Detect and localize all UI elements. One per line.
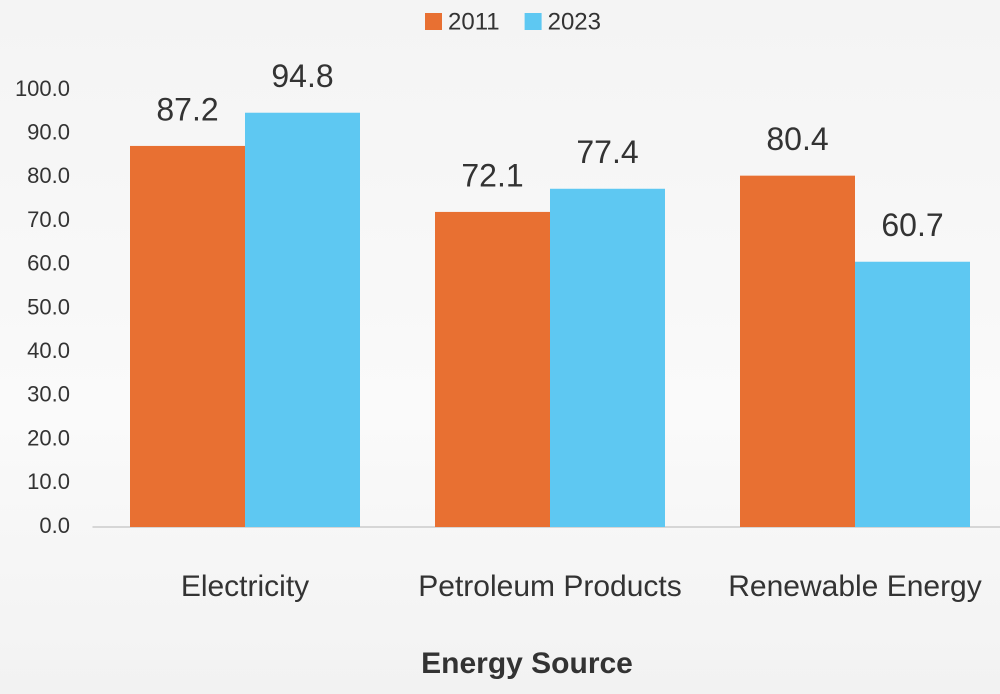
value-label: 72.1 [461,157,523,193]
x-tick-label: Electricity [181,570,309,603]
legend-swatch [425,13,442,30]
y-tick-label: 0.0 [39,513,70,538]
y-tick-label: 50.0 [27,294,70,319]
x-tick-label: Renewable Energy [728,570,982,603]
value-label: 77.4 [576,134,638,170]
x-tick-label: Petroleum Products [418,570,681,603]
bar [740,175,855,528]
value-label: 94.8 [271,58,333,94]
y-tick-label: 90.0 [27,120,70,145]
y-tick-label: 80.0 [27,163,70,188]
legend-swatch [524,13,542,30]
legend-label: 2011 [448,8,500,35]
value-label: 60.7 [881,207,943,243]
bar [130,145,245,527]
bar [245,112,360,527]
y-tick-label: 60.0 [27,251,70,276]
bar [855,261,970,527]
legend-label: 2023 [548,8,601,35]
y-tick-label: 100.0 [15,76,70,101]
y-tick-label: 70.0 [27,207,70,232]
y-tick-label: 10.0 [27,469,70,494]
value-label: 80.4 [766,121,828,157]
y-tick-label: 20.0 [27,425,70,450]
bar [550,188,665,527]
x-axis-title: Energy Source [421,647,633,680]
y-tick-label: 30.0 [27,382,70,407]
value-label: 87.2 [156,91,218,127]
bar [435,211,550,527]
y-tick-label: 40.0 [27,338,70,363]
